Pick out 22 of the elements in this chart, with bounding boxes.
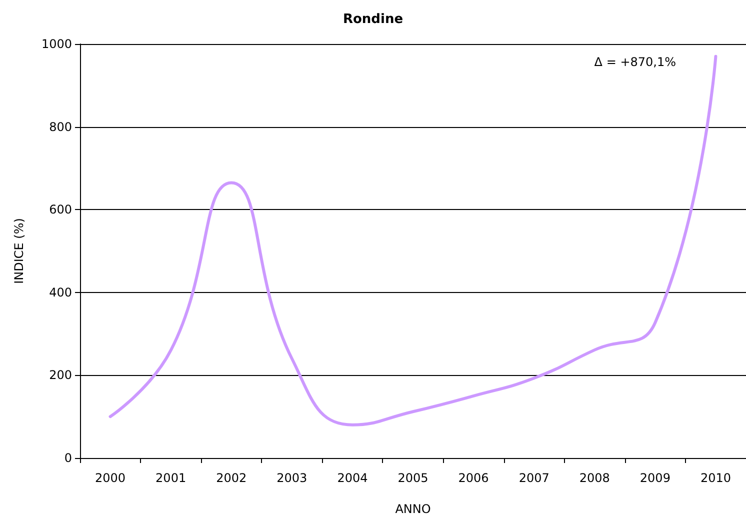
x-tick-label: 2003 bbox=[276, 471, 308, 485]
y-tick-label: 1000 bbox=[41, 37, 72, 51]
y-axis-title: INDICE (%) bbox=[12, 218, 26, 284]
x-tick-label: 2007 bbox=[518, 471, 550, 485]
line-series bbox=[108, 54, 718, 426]
x-tick-label: 2009 bbox=[640, 471, 670, 485]
y-tick-label: 400 bbox=[49, 285, 72, 300]
y-tick-label: 0 bbox=[64, 451, 72, 465]
x-tick-label: 2004 bbox=[337, 471, 368, 485]
chart-title: Rondine bbox=[342, 12, 404, 27]
annotation: Δ = +870,1% bbox=[594, 55, 676, 69]
x-tick-label: 2006 bbox=[458, 471, 489, 485]
x-tick-label: 2000 bbox=[95, 471, 126, 485]
y-tick-label: 600 bbox=[49, 202, 72, 217]
x-tick-label: 2008 bbox=[579, 471, 610, 485]
x-tick-label: 2010 bbox=[700, 471, 731, 485]
x-axis-title: ANNO bbox=[395, 502, 431, 516]
y-tick-label: 200 bbox=[49, 368, 72, 382]
x-tick-label: 2005 bbox=[398, 471, 428, 485]
y-tick-label: 800 bbox=[49, 120, 72, 134]
x-tick-label: 2002 bbox=[216, 471, 247, 485]
x-tick-label: 2001 bbox=[156, 471, 186, 485]
